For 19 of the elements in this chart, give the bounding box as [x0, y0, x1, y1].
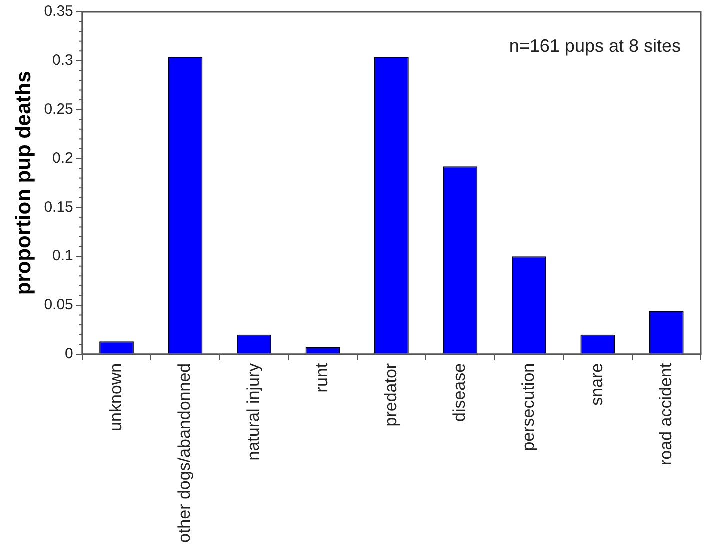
y-tick-label: 0.25 [44, 100, 74, 118]
x-tick-label: predator [381, 363, 400, 427]
y-tick-label: 0.3 [52, 52, 74, 70]
x-tick-label: natural injury [244, 362, 263, 461]
y-tick-label: 0.2 [52, 150, 74, 167]
y-tick-label: 0.15 [44, 198, 74, 216]
y-axis-title: proportion pup deaths [12, 71, 36, 296]
x-tick-label: snare [588, 363, 607, 406]
x-tick-label: unknown [106, 363, 126, 432]
y-tick-label: 0.1 [52, 248, 74, 265]
x-tick-label: persecution [518, 363, 538, 452]
y-tick-label: 0.05 [44, 296, 74, 314]
y-tick-label: 0 [65, 346, 74, 363]
y-tick-label: 0.35 [44, 3, 74, 20]
x-tick-label: runt [312, 363, 332, 393]
x-tick-label: road accident [656, 363, 676, 466]
x-tick-label: other dogs/abandonned [175, 363, 194, 544]
annotation: n=161 pups at 8 sites [509, 36, 681, 56]
x-tick-label: disease [450, 363, 470, 422]
